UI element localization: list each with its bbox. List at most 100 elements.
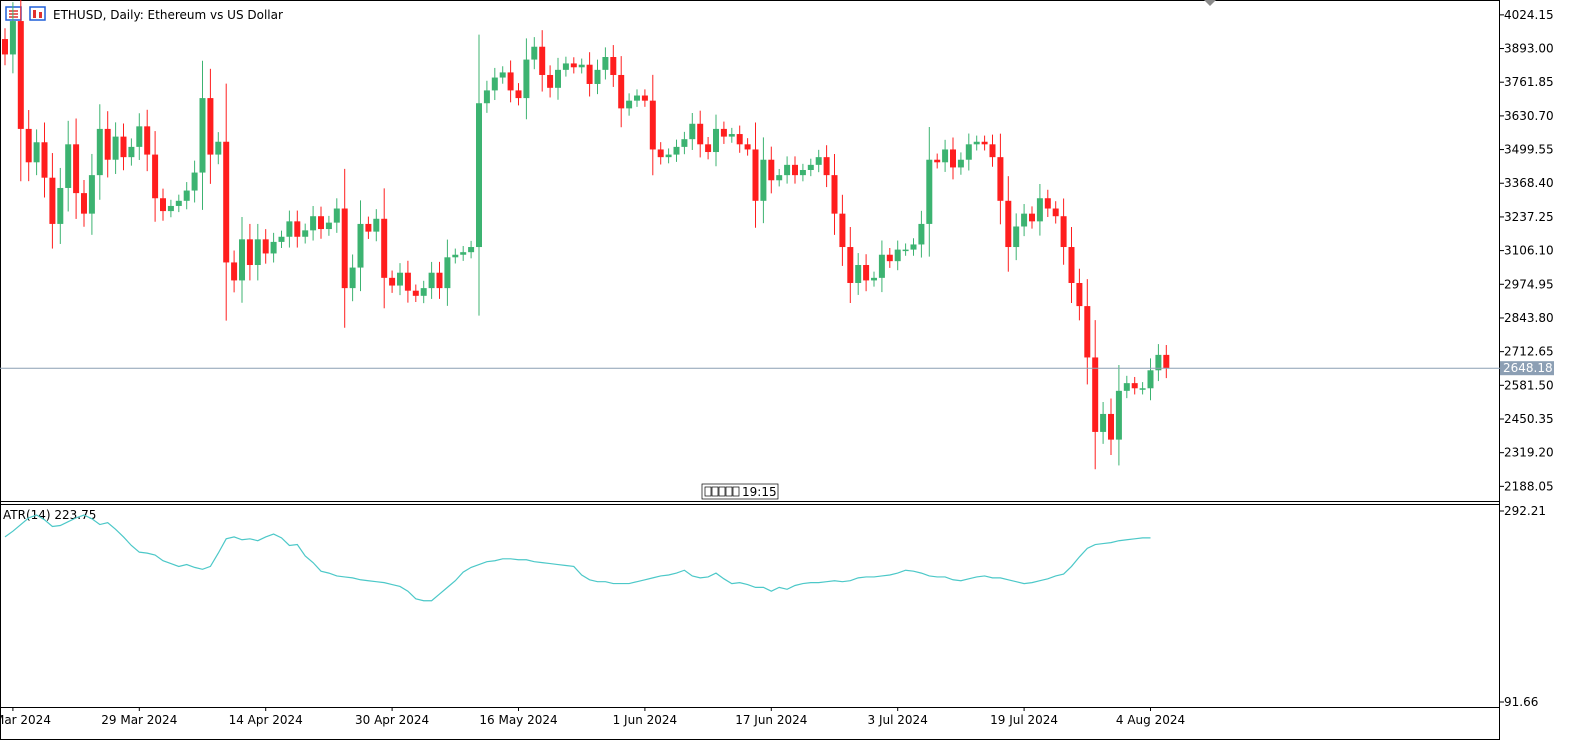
candle-body bbox=[515, 90, 522, 99]
current-price-tag: 2648.18 bbox=[1500, 361, 1554, 376]
candle-body bbox=[239, 239, 245, 281]
candle-body bbox=[373, 218, 380, 232]
price-tick-label: 2319.20 bbox=[1504, 446, 1554, 460]
atr-axis-bottom: 91.66 bbox=[1504, 695, 1538, 709]
candle-body bbox=[713, 128, 719, 153]
candle-body bbox=[286, 221, 293, 237]
candle-body bbox=[310, 216, 317, 231]
candle-body bbox=[2, 39, 8, 55]
atr-axis: 292.21 91.66 bbox=[1500, 504, 1546, 709]
candle-body bbox=[594, 69, 601, 84]
chart-properties-icon[interactable] bbox=[29, 6, 46, 21]
countdown-badge: 19:15 bbox=[701, 483, 779, 500]
candle-body bbox=[602, 57, 609, 70]
candle-body bbox=[175, 200, 182, 206]
candle-body bbox=[847, 247, 854, 283]
candle-body bbox=[1005, 200, 1012, 248]
time-tick-label: 1 Jun 2024 bbox=[613, 713, 678, 727]
candle-body bbox=[831, 175, 838, 214]
candle-body bbox=[88, 175, 95, 214]
candle-body bbox=[910, 244, 917, 250]
time-tick-label: 3 Jul 2024 bbox=[868, 713, 928, 727]
candle-body bbox=[1092, 357, 1099, 432]
indicators-list-icon[interactable] bbox=[5, 6, 22, 21]
atr-label: ATR(14) 223.75 bbox=[3, 508, 96, 522]
candle-body bbox=[381, 218, 388, 278]
candle-body bbox=[444, 257, 451, 289]
candle-body bbox=[507, 72, 514, 91]
price-tick-label: 2974.95 bbox=[1504, 277, 1554, 291]
candle-body bbox=[736, 134, 743, 145]
candle-body bbox=[96, 128, 103, 176]
candle-body bbox=[1147, 370, 1154, 389]
candle-body bbox=[1068, 247, 1075, 283]
candle-body bbox=[191, 172, 198, 191]
candle-body bbox=[902, 249, 909, 252]
candle-body bbox=[318, 216, 324, 230]
price-tick-label: 4024.15 bbox=[1504, 8, 1554, 22]
candle-body bbox=[823, 157, 830, 176]
candle-body bbox=[183, 190, 190, 201]
candle-body bbox=[918, 223, 925, 245]
price-tick-label: 3630.70 bbox=[1504, 109, 1554, 123]
candle-body bbox=[1139, 388, 1146, 390]
candle-body bbox=[1076, 282, 1083, 307]
price-tick-label: 3106.10 bbox=[1504, 244, 1554, 258]
candle-body bbox=[1108, 413, 1114, 440]
candle-body bbox=[618, 74, 625, 109]
candle-body bbox=[578, 64, 585, 68]
candle-body bbox=[341, 208, 348, 289]
candle-body bbox=[144, 126, 151, 155]
candle-body bbox=[112, 136, 119, 160]
candle-body bbox=[412, 290, 419, 296]
candle-body bbox=[483, 90, 490, 104]
candle-body bbox=[1029, 213, 1035, 222]
price-tick-label: 3499.55 bbox=[1504, 143, 1554, 157]
candle-body bbox=[104, 128, 111, 160]
candle-body bbox=[760, 159, 767, 201]
candle-body bbox=[776, 175, 783, 181]
time-tick-label: 4 Aug 2024 bbox=[1116, 713, 1185, 727]
candle-body bbox=[784, 164, 791, 176]
candle-body bbox=[1021, 213, 1028, 227]
current-price-label: 2648.18 bbox=[1503, 361, 1553, 375]
candle-body bbox=[389, 277, 396, 286]
candle-body bbox=[531, 46, 538, 60]
candle-body bbox=[270, 241, 277, 254]
candle-body bbox=[357, 223, 364, 268]
time-tick-label: 16 May 2024 bbox=[479, 713, 557, 727]
price-tick-label: 3368.40 bbox=[1504, 176, 1554, 190]
candle-body bbox=[246, 239, 253, 266]
candle-body bbox=[325, 222, 332, 230]
candle-body bbox=[365, 223, 372, 232]
candle-body bbox=[626, 100, 633, 109]
candle-body bbox=[942, 149, 949, 163]
candle-body bbox=[815, 157, 822, 165]
price-tick-label: 3893.00 bbox=[1504, 42, 1554, 56]
candle-body bbox=[1115, 390, 1122, 440]
candle-body bbox=[665, 154, 672, 158]
candle-body bbox=[981, 141, 988, 145]
candle-body bbox=[49, 177, 56, 224]
price-axis: 4024.15 3893.00 3761.85 3630.70 3499.55 3368.… bbox=[1500, 8, 1554, 493]
atr-axis-top: 292.21 bbox=[1504, 504, 1546, 518]
candle-body bbox=[673, 146, 680, 155]
candle-body bbox=[752, 149, 759, 201]
candle-body bbox=[894, 249, 901, 262]
candles-layer bbox=[2, 0, 1170, 470]
candle-body bbox=[254, 239, 261, 266]
candle-body bbox=[586, 64, 593, 84]
candle-body bbox=[728, 134, 735, 137]
candle-body bbox=[839, 213, 846, 248]
candle-body bbox=[610, 57, 617, 75]
candle-body bbox=[333, 208, 340, 223]
candle-body bbox=[167, 205, 174, 212]
candle-body bbox=[1044, 198, 1051, 209]
candle-body bbox=[81, 193, 87, 214]
time-tick-label: 30 Apr 2024 bbox=[355, 713, 429, 727]
candle-body bbox=[25, 128, 32, 163]
candle-body bbox=[207, 98, 214, 155]
scroll-marker-icon[interactable] bbox=[1204, 0, 1216, 6]
